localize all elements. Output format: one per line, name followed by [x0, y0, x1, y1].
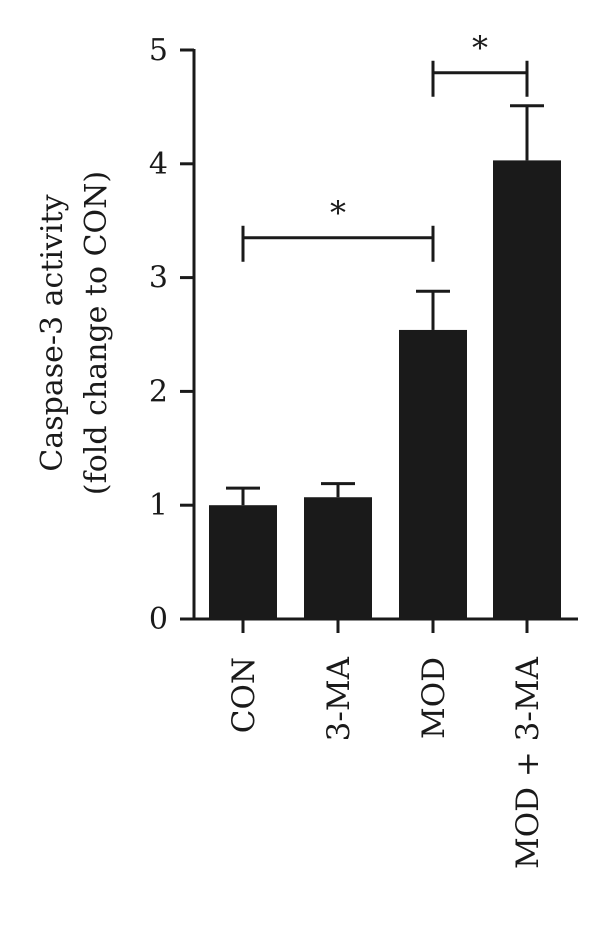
significance-group: ** — [241, 29, 529, 262]
y-axis-label-line-2: (fold change to CON) — [79, 171, 114, 495]
x-axis — [192, 617, 578, 633]
y-tick-label-4: 4 — [149, 147, 168, 182]
significance-star-0: * — [330, 194, 346, 232]
y-axis-label: Caspase-3 activity (fold change to CON) — [35, 171, 114, 495]
category-labels: CON 3-MA MOD MOD + 3-MA — [226, 656, 546, 869]
y-tick-label-5: 5 — [149, 33, 168, 68]
category-label-mod: MOD — [416, 657, 452, 739]
significance-star-1: * — [472, 29, 488, 67]
bar-3-ma — [304, 497, 372, 619]
bar-group — [209, 160, 561, 620]
y-tick-label-0: 0 — [149, 602, 168, 637]
category-label-3-ma: 3-MA — [321, 656, 357, 741]
y-tick-label-2: 2 — [149, 374, 168, 409]
y-axis-label-line-1: Caspase-3 activity — [35, 194, 70, 471]
bar-con — [209, 505, 277, 619]
error-bar-group — [226, 104, 544, 506]
category-label-mod-3-ma: MOD + 3-MA — [510, 656, 546, 869]
y-tick-label-1: 1 — [149, 488, 168, 523]
bar-mod-3-ma — [493, 160, 561, 620]
bar-mod — [399, 329, 467, 619]
y-axis: 0 1 2 3 4 5 — [149, 33, 196, 637]
y-tick-label-3: 3 — [149, 261, 168, 296]
category-label-con: CON — [226, 657, 262, 733]
